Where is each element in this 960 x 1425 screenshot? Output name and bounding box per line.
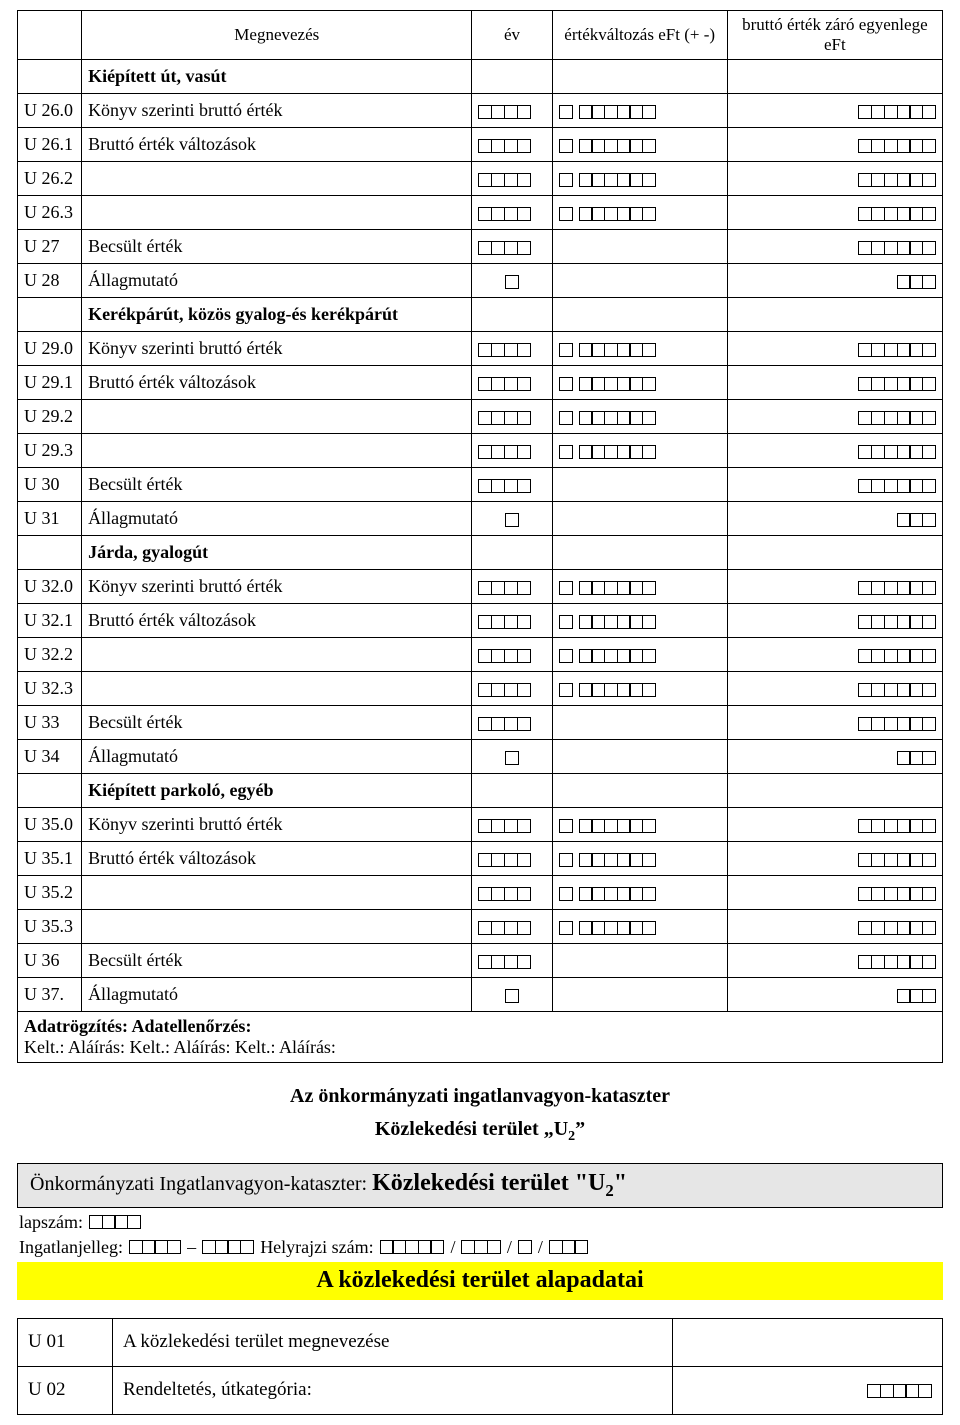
section-heading-row: Kiépített parkoló, egyéb	[18, 774, 943, 808]
bottom-row: U 01A közlekedési terület megnevezése	[18, 1318, 943, 1366]
col-year-header: év	[472, 11, 552, 60]
hr-sep-2: /	[507, 1237, 512, 1258]
col-change-header: értékváltozás eFt (+ -)	[552, 11, 727, 60]
ingatlan-boxes-2[interactable]	[202, 1240, 254, 1254]
helyrajzi-boxes-1[interactable]	[380, 1240, 445, 1254]
table-row: U 35.3	[18, 910, 943, 944]
header-row: Megnevezés év értékváltozás eFt (+ -) br…	[18, 11, 943, 60]
table-row: U 29.0Könyv szerinti bruttó érték	[18, 332, 943, 366]
table-row: U 32.3	[18, 672, 943, 706]
table-row: U 34Állagmutató	[18, 740, 943, 774]
table-row: U 27Becsült érték	[18, 230, 943, 264]
table-row: U 26.1Bruttó érték változások	[18, 128, 943, 162]
table-row: U 26.0Könyv szerinti bruttó érték	[18, 94, 943, 128]
lapszam-label: lapszám:	[19, 1212, 83, 1233]
table-row: U 32.2	[18, 638, 943, 672]
hr-sep-1: /	[450, 1237, 455, 1258]
table-row: U 26.3	[18, 196, 943, 230]
ingatlan-line: Ingatlanjelleg: – Helyrajzi szám: / / /	[19, 1237, 943, 1258]
table-row: U 32.1Bruttó érték változások	[18, 604, 943, 638]
table-row: U 30Becsült érték	[18, 468, 943, 502]
table-row: U 28Állagmutató	[18, 264, 943, 298]
table-row: U 35.1Bruttó érték változások	[18, 842, 943, 876]
lapszam-boxes[interactable]	[89, 1215, 141, 1229]
table-row: U 37.Állagmutató	[18, 978, 943, 1012]
ingatlan-boxes-1[interactable]	[129, 1240, 181, 1254]
shaded-title-bar: Önkormányzati Ingatlanvagyon-kataszter: …	[17, 1163, 943, 1208]
helyrajzi-label: Helyrajzi szám:	[260, 1237, 373, 1258]
ingatlanjelleg-label: Ingatlanjelleg:	[19, 1237, 123, 1258]
helyrajzi-boxes-4[interactable]	[549, 1240, 588, 1254]
helyrajzi-boxes-2[interactable]	[461, 1240, 500, 1254]
table-row: U 32.0Könyv szerinti bruttó érték	[18, 570, 943, 604]
subtitle-1: Az önkormányzati ingatlanvagyon-kataszte…	[17, 1085, 943, 1108]
footer-row: Adatrögzítés: Adatellenőrzés:Kelt.: Aláí…	[18, 1012, 943, 1063]
hr-sep-3: /	[538, 1237, 543, 1258]
table-row: U 33Becsült érték	[18, 706, 943, 740]
col-name-header: Megnevezés	[82, 11, 472, 60]
subtitle-2: Közlekedési terület „U2”	[17, 1118, 943, 1145]
col-balance-header: bruttó érték záró egyenlege eFt	[727, 11, 942, 60]
ingatlan-sep: –	[187, 1237, 196, 1258]
table-row: U 31Állagmutató	[18, 502, 943, 536]
yellow-title-bar: A közlekedési terület alapadatai	[17, 1262, 943, 1300]
table-row: U 35.0Könyv szerinti bruttó érték	[18, 808, 943, 842]
section-heading-row: Kiépített út, vasút	[18, 60, 943, 94]
table-row: U 26.2	[18, 162, 943, 196]
section-heading-row: Kerékpárút, közös gyalog-és kerékpárút	[18, 298, 943, 332]
table-row: U 29.2	[18, 400, 943, 434]
main-table: Megnevezés év értékváltozás eFt (+ -) br…	[17, 10, 943, 1063]
table-row: U 29.3	[18, 434, 943, 468]
table-row: U 29.1Bruttó érték változások	[18, 366, 943, 400]
bottom-table: U 01A közlekedési terület megnevezéseU 0…	[17, 1318, 943, 1415]
helyrajzi-boxes-3[interactable]	[518, 1240, 532, 1254]
bottom-row: U 02Rendeltetés, útkategória:	[18, 1366, 943, 1414]
table-row: U 36Becsült érték	[18, 944, 943, 978]
lapszam-line: lapszám:	[19, 1212, 943, 1233]
section-heading-row: Járda, gyalogút	[18, 536, 943, 570]
table-row: U 35.2	[18, 876, 943, 910]
